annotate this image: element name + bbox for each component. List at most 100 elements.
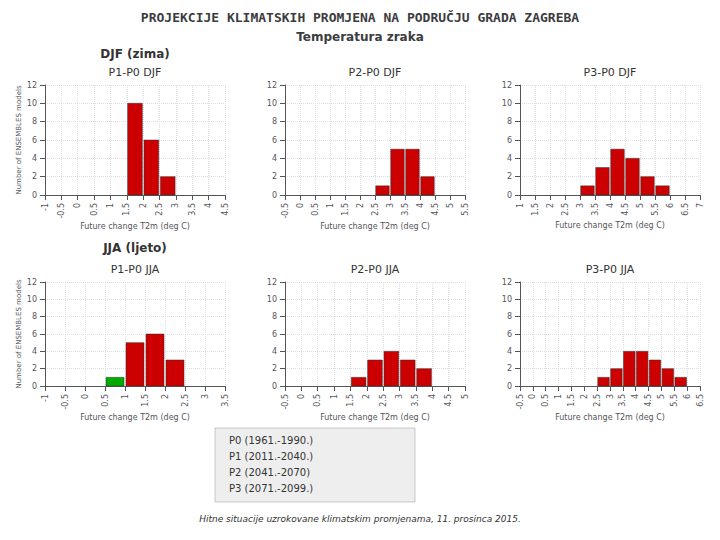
svg-text:0.5: 0.5	[101, 394, 110, 407]
svg-text:0.5: 0.5	[541, 394, 550, 407]
svg-text:P3 (2071.-2099.): P3 (2071.-2099.)	[229, 483, 313, 494]
svg-text:5: 5	[636, 203, 645, 208]
svg-text:6: 6	[32, 136, 37, 145]
svg-text:4: 4	[204, 203, 213, 208]
svg-text:2: 2	[272, 172, 277, 181]
svg-text:2.5: 2.5	[561, 203, 570, 216]
svg-text:2: 2	[32, 364, 37, 373]
svg-text:6: 6	[272, 136, 277, 145]
svg-text:3: 3	[386, 203, 395, 208]
svg-text:6: 6	[32, 330, 37, 339]
svg-text:10: 10	[267, 99, 277, 108]
svg-text:1: 1	[121, 394, 130, 399]
svg-text:1: 1	[106, 203, 115, 208]
svg-text:4: 4	[416, 203, 425, 208]
svg-text:Number of ENSEMBLES models: Number of ENSEMBLES models	[15, 85, 23, 194]
svg-text:2: 2	[507, 364, 512, 373]
svg-text:12: 12	[502, 81, 512, 90]
svg-text:10: 10	[502, 99, 512, 108]
svg-text:2: 2	[507, 172, 512, 181]
svg-text:1.5: 1.5	[141, 394, 150, 407]
svg-text:4: 4	[272, 347, 277, 356]
svg-text:1: 1	[554, 394, 563, 399]
svg-text:8: 8	[32, 117, 37, 126]
svg-text:12: 12	[27, 278, 37, 287]
svg-text:6: 6	[507, 330, 512, 339]
svg-text:2.5: 2.5	[379, 394, 388, 407]
svg-text:6: 6	[683, 394, 692, 399]
svg-text:0: 0	[528, 394, 537, 399]
svg-text:1.5: 1.5	[346, 394, 355, 407]
svg-text:10: 10	[27, 295, 37, 304]
svg-text:0: 0	[507, 382, 512, 391]
svg-text:Future change T2m (deg C): Future change T2m (deg C)	[320, 413, 430, 422]
svg-text:0: 0	[73, 203, 82, 208]
svg-text:4: 4	[631, 394, 640, 399]
svg-text:4: 4	[428, 394, 437, 399]
svg-text:P1-P0 JJA: P1-P0 JJA	[111, 263, 160, 276]
svg-text:4.5: 4.5	[444, 394, 453, 407]
svg-text:10: 10	[27, 99, 37, 108]
svg-text:3: 3	[201, 394, 210, 399]
svg-text:1.5: 1.5	[531, 203, 540, 216]
svg-text:2: 2	[580, 394, 589, 399]
svg-text:4: 4	[32, 154, 37, 163]
svg-text:12: 12	[267, 278, 277, 287]
svg-text:2: 2	[362, 394, 371, 399]
svg-text:P1-P0 DJF: P1-P0 DJF	[109, 66, 162, 79]
svg-text:DJF (zima): DJF (zima)	[100, 47, 169, 61]
svg-text:10: 10	[502, 295, 512, 304]
svg-text:4.5: 4.5	[644, 394, 653, 407]
svg-text:8: 8	[32, 312, 37, 321]
svg-text:4: 4	[606, 203, 615, 208]
svg-text:5.5: 5.5	[461, 203, 470, 216]
svg-text:Future change T2m (deg C): Future change T2m (deg C)	[80, 222, 190, 231]
svg-text:4: 4	[32, 347, 37, 356]
svg-text:3: 3	[606, 394, 615, 399]
svg-text:0.5: 0.5	[311, 203, 320, 216]
svg-text:8: 8	[507, 312, 512, 321]
svg-text:0.5: 0.5	[313, 394, 322, 407]
svg-text:Future change T2m (deg C): Future change T2m (deg C)	[80, 413, 190, 422]
svg-text:-0.5: -0.5	[516, 394, 525, 410]
svg-text:P2-P0 JJA: P2-P0 JJA	[351, 263, 400, 276]
svg-text:0.5: 0.5	[90, 203, 99, 216]
svg-text:2.5: 2.5	[155, 203, 164, 216]
svg-text:-1: -1	[41, 394, 50, 402]
svg-text:6: 6	[272, 330, 277, 339]
svg-text:-0.5: -0.5	[281, 394, 290, 410]
svg-text:4.5: 4.5	[221, 203, 230, 216]
svg-text:P3-P0 JJA: P3-P0 JJA	[586, 263, 635, 276]
svg-text:1: 1	[330, 394, 339, 399]
svg-text:3: 3	[171, 203, 180, 208]
svg-text:JJA (ljeto): JJA (ljeto)	[102, 241, 167, 255]
svg-text:4.5: 4.5	[431, 203, 440, 216]
svg-text:3.5: 3.5	[188, 203, 197, 216]
svg-text:1: 1	[326, 203, 335, 208]
svg-text:12: 12	[502, 278, 512, 287]
svg-text:2: 2	[161, 394, 170, 399]
svg-text:3.5: 3.5	[591, 203, 600, 216]
svg-text:2: 2	[139, 203, 148, 208]
svg-text:0: 0	[272, 382, 277, 391]
svg-text:0: 0	[32, 191, 37, 200]
svg-text:3.5: 3.5	[401, 203, 410, 216]
svg-text:P2 (2041.-2070): P2 (2041.-2070)	[229, 467, 310, 478]
svg-text:P1 (2011.-2040.): P1 (2011.-2040.)	[229, 451, 313, 462]
svg-text:6: 6	[507, 136, 512, 145]
svg-text:7: 7	[696, 203, 705, 208]
svg-text:6.5: 6.5	[681, 203, 690, 216]
svg-text:2.5: 2.5	[593, 394, 602, 407]
svg-text:1: 1	[516, 203, 525, 208]
svg-text:4: 4	[507, 347, 512, 356]
svg-text:8: 8	[507, 117, 512, 126]
svg-text:8: 8	[272, 312, 277, 321]
svg-text:Temperatura zraka: Temperatura zraka	[296, 30, 424, 44]
svg-text:PROJEKCIJE KLIMATSKIH PROMJENA: PROJEKCIJE KLIMATSKIH PROMJENA NA PODRUČ…	[141, 10, 579, 25]
svg-text:0: 0	[32, 382, 37, 391]
svg-text:8: 8	[272, 117, 277, 126]
svg-text:-1: -1	[41, 203, 50, 211]
svg-text:4.5: 4.5	[621, 203, 630, 216]
svg-text:5: 5	[446, 203, 455, 208]
svg-text:-0.5: -0.5	[61, 394, 70, 410]
